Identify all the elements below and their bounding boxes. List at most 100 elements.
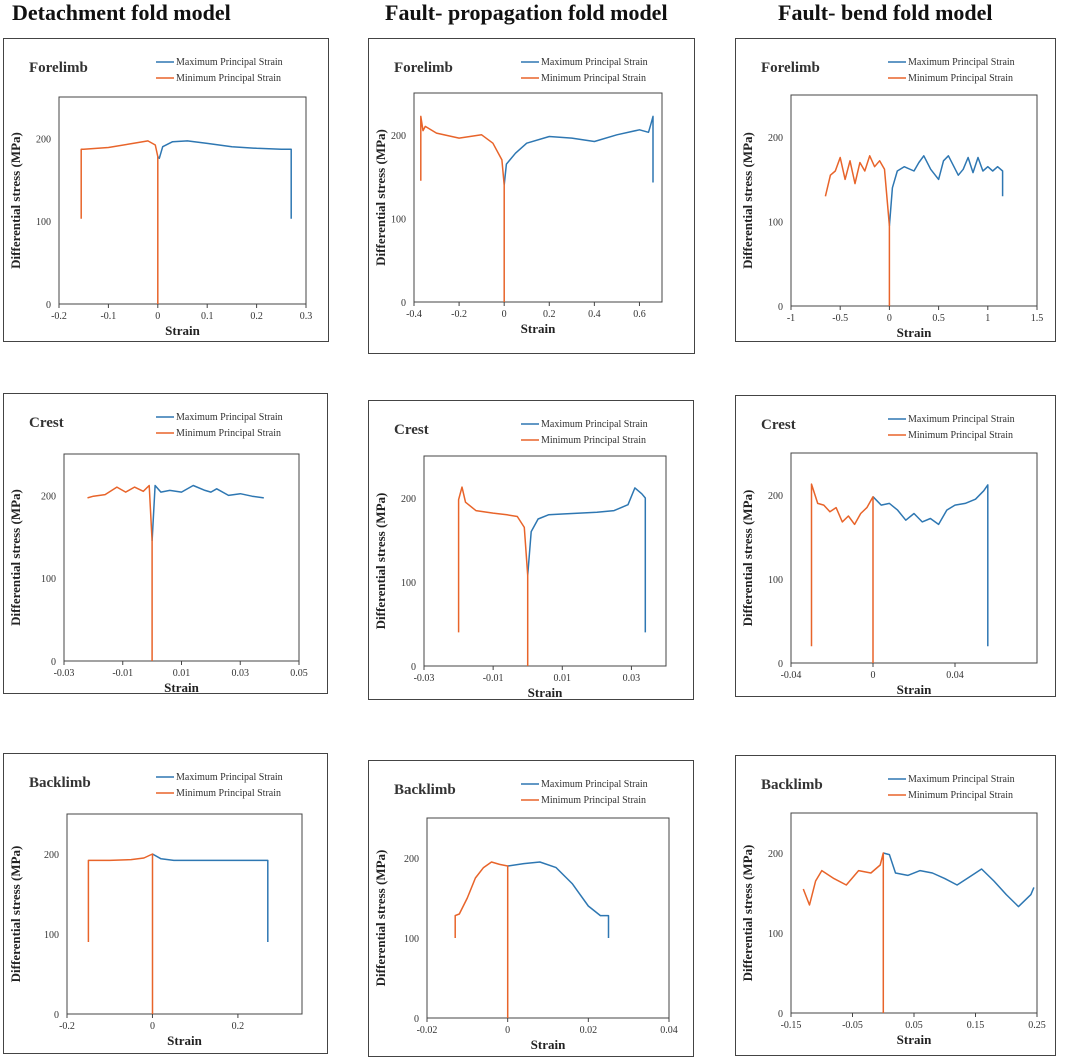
panel-label: Backlimb bbox=[29, 775, 91, 791]
legend-entry: Maximum Principal Strain bbox=[541, 57, 648, 68]
x-tick-label: 0 bbox=[505, 1025, 510, 1036]
legend-entry: Maximum Principal Strain bbox=[541, 779, 648, 790]
title-fault-bend: Fault- bend fold model bbox=[778, 0, 993, 25]
y-tick-label: 200 bbox=[768, 133, 783, 144]
y-tick-label: 200 bbox=[768, 849, 783, 860]
x-tick-label: 0.2 bbox=[543, 309, 556, 320]
y-tick-label: 100 bbox=[44, 930, 59, 941]
y-tick-label: 200 bbox=[44, 850, 59, 861]
x-tick-label: 0.4 bbox=[588, 309, 601, 320]
x-axis-label: Strain bbox=[164, 680, 199, 695]
y-tick-label: 0 bbox=[778, 659, 783, 670]
minimum-principal-strain-line bbox=[802, 852, 885, 1013]
plot-area bbox=[790, 452, 1038, 664]
y-tick-label: 100 bbox=[391, 214, 406, 225]
minimum-principal-strain-line bbox=[420, 115, 505, 302]
chart-panel: Crest Maximum Principal Strain Minimum Pri… bbox=[735, 395, 1056, 697]
chart-panel: Forelimb Maximum Principal Strain Minimum … bbox=[735, 38, 1056, 342]
y-axis-label: Differential stress (MPa) bbox=[8, 489, 23, 626]
y-tick-label: 100 bbox=[768, 929, 783, 940]
x-tick-label: 0.03 bbox=[232, 668, 250, 679]
y-tick-label: 200 bbox=[404, 854, 419, 865]
legend-entry: Minimum Principal Strain bbox=[176, 788, 281, 799]
minimum-principal-strain-line bbox=[810, 483, 874, 663]
y-tick-label: 100 bbox=[768, 218, 783, 229]
legend-entry: Maximum Principal Strain bbox=[176, 772, 283, 783]
x-tick-label: 0 bbox=[502, 309, 507, 320]
x-axis-label: Strain bbox=[897, 682, 932, 697]
x-axis-label: Strain bbox=[897, 1032, 932, 1047]
x-tick-label: -0.01 bbox=[483, 673, 504, 684]
y-tick-label: 200 bbox=[768, 491, 783, 502]
chart-panel: Crest Maximum Principal Strain Minimum Pri… bbox=[368, 400, 694, 700]
chart-svg: Forelimb Maximum Principal Strain Minimum … bbox=[373, 57, 663, 336]
minimum-principal-strain-line bbox=[824, 155, 891, 306]
y-axis-label: Differential stress (MPa) bbox=[740, 845, 755, 982]
panel-label: Crest bbox=[761, 417, 796, 433]
x-axis-label: Strain bbox=[167, 1033, 202, 1048]
y-tick-label: 200 bbox=[391, 131, 406, 142]
y-tick-label: 200 bbox=[41, 491, 56, 502]
maximum-principal-strain-line bbox=[151, 484, 264, 541]
x-tick-label: 0.25 bbox=[1028, 1020, 1046, 1031]
x-tick-label: -0.4 bbox=[406, 309, 422, 320]
x-tick-label: -0.03 bbox=[414, 673, 435, 684]
x-tick-label: 0.1 bbox=[201, 311, 214, 322]
y-tick-label: 100 bbox=[41, 574, 56, 585]
chart-svg: Crest Maximum Principal Strain Minimum Pri… bbox=[373, 419, 667, 700]
y-axis-label: Differential stress (MPa) bbox=[8, 846, 23, 983]
x-tick-label: 0.04 bbox=[660, 1025, 678, 1036]
x-tick-label: 0.03 bbox=[623, 673, 641, 684]
y-tick-label: 0 bbox=[51, 657, 56, 668]
legend-entry: Maximum Principal Strain bbox=[908, 414, 1015, 425]
y-axis-label: Differential stress (MPa) bbox=[373, 129, 388, 266]
maximum-principal-strain-line bbox=[503, 115, 654, 186]
x-axis-label: Strain bbox=[521, 321, 556, 336]
x-tick-label: -0.1 bbox=[100, 311, 116, 322]
plot-area bbox=[63, 453, 300, 662]
minimum-principal-strain-line bbox=[454, 861, 509, 1018]
panel-label: Backlimb bbox=[761, 777, 823, 793]
y-tick-label: 100 bbox=[36, 217, 51, 228]
chart-svg: Crest Maximum Principal Strain Minimum Pri… bbox=[8, 412, 308, 695]
x-tick-label: 0 bbox=[150, 1021, 155, 1032]
minimum-principal-strain-line bbox=[87, 853, 154, 1014]
chart-panel: Forelimb Maximum Principal Strain Minimum … bbox=[368, 38, 695, 354]
maximum-principal-strain-line bbox=[526, 487, 647, 633]
x-axis-label: Strain bbox=[165, 323, 200, 338]
chart-svg: Backlimb Maximum Principal Strain Minimum … bbox=[373, 779, 678, 1052]
x-tick-label: 0 bbox=[871, 670, 876, 681]
x-tick-label: -0.01 bbox=[112, 668, 133, 679]
y-tick-label: 100 bbox=[768, 575, 783, 586]
chart-panel: Backlimb Maximum Principal Strain Minimum … bbox=[3, 753, 328, 1054]
panel-label: Forelimb bbox=[29, 60, 88, 76]
x-tick-label: -0.5 bbox=[832, 313, 848, 324]
y-tick-label: 0 bbox=[414, 1014, 419, 1025]
x-tick-label: 0 bbox=[887, 313, 892, 324]
y-tick-label: 200 bbox=[401, 494, 416, 505]
maximum-principal-strain-line bbox=[157, 140, 292, 219]
y-tick-label: 200 bbox=[36, 134, 51, 145]
chart-panel: Crest Maximum Principal Strain Minimum Pri… bbox=[3, 393, 328, 695]
y-axis-label: Differential stress (MPa) bbox=[740, 132, 755, 269]
x-tick-label: 0.04 bbox=[946, 670, 964, 681]
x-tick-label: 0.5 bbox=[932, 313, 945, 324]
x-tick-label: 0 bbox=[155, 311, 160, 322]
minimum-principal-strain-line bbox=[87, 484, 153, 661]
y-axis-label: Differential stress (MPa) bbox=[373, 493, 388, 630]
plot-area bbox=[790, 812, 1038, 1014]
legend-entry: Minimum Principal Strain bbox=[908, 790, 1013, 801]
x-tick-label: 1 bbox=[985, 313, 990, 324]
panel-label: Crest bbox=[394, 422, 429, 438]
x-tick-label: 1.5 bbox=[1031, 313, 1044, 324]
x-axis-label: Strain bbox=[531, 1037, 566, 1052]
minimum-principal-strain-line bbox=[457, 486, 529, 666]
panel-label: Forelimb bbox=[761, 60, 820, 76]
x-tick-label: 0.2 bbox=[232, 1021, 245, 1032]
legend-entry: Maximum Principal Strain bbox=[176, 412, 283, 423]
panel-label: Crest bbox=[29, 415, 64, 431]
legend-entry: Minimum Principal Strain bbox=[176, 428, 281, 439]
x-tick-label: -0.05 bbox=[842, 1020, 863, 1031]
plot-area bbox=[58, 96, 307, 305]
x-tick-label: 0.01 bbox=[554, 673, 572, 684]
